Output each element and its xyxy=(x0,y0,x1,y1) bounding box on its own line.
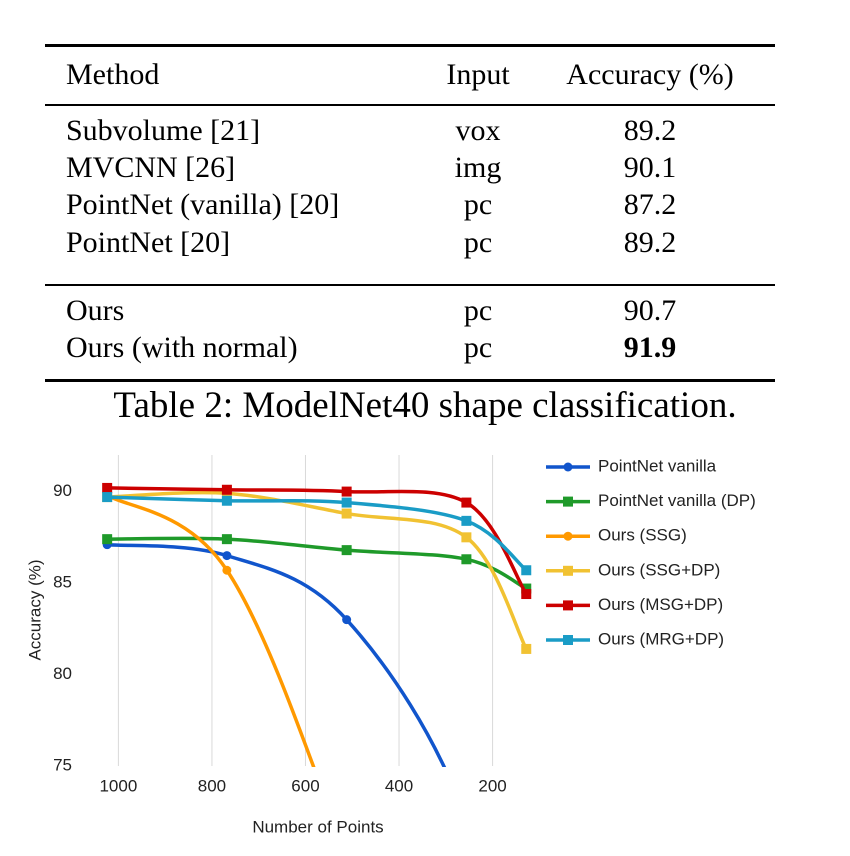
cell: PointNet (vanilla) [20] xyxy=(66,188,340,221)
point xyxy=(341,508,352,519)
cell: pc xyxy=(463,226,493,259)
caption: Table 2: ModelNet40 shape classification… xyxy=(113,385,737,426)
legend-marker xyxy=(563,462,573,472)
legend-label: Ours (MSG+DP) xyxy=(598,595,723,614)
point xyxy=(461,515,472,526)
x-tick-label: 400 xyxy=(385,776,413,795)
cell: 87.2 xyxy=(623,188,677,221)
cell: pc xyxy=(463,294,493,327)
y-tick-label: 90 xyxy=(53,481,72,500)
cell: vox xyxy=(455,114,501,147)
point xyxy=(462,816,471,825)
cell: Subvolume [21] xyxy=(66,114,261,147)
point xyxy=(341,545,352,556)
cell: PointNet [20] xyxy=(66,226,231,259)
cell: pc xyxy=(463,331,493,364)
point xyxy=(102,534,113,545)
x-tick-label: 800 xyxy=(198,776,226,795)
header-cell: Input xyxy=(446,58,510,91)
plot-area xyxy=(102,482,532,825)
header-cell: Method xyxy=(66,58,160,91)
y-axis-label: Accuracy (%) xyxy=(25,559,44,660)
line xyxy=(106,493,316,767)
point xyxy=(341,497,352,508)
legend-label: Ours (SSG+DP) xyxy=(598,560,720,579)
table-rule xyxy=(45,44,775,47)
x-axis-label: Number of Points xyxy=(252,817,383,836)
point xyxy=(521,565,532,576)
legend-marker xyxy=(563,635,573,645)
y-tick-label: 85 xyxy=(53,573,72,592)
legend-label: Ours (MRG+DP) xyxy=(598,629,724,648)
legend-marker xyxy=(563,531,573,541)
point xyxy=(341,486,352,497)
point xyxy=(521,589,532,600)
cell: 90.1 xyxy=(623,151,677,184)
table-rule xyxy=(45,379,775,382)
table-rule xyxy=(45,104,775,106)
legend-marker xyxy=(563,496,573,507)
point xyxy=(221,534,232,545)
cell: MVCNN [26] xyxy=(66,151,236,184)
header-cell: Accuracy (%) xyxy=(566,58,734,91)
table-rule xyxy=(45,284,775,286)
point xyxy=(342,615,352,625)
line xyxy=(107,542,447,767)
legend-label: PointNet vanilla xyxy=(598,456,717,475)
cell: Ours (with normal) xyxy=(66,331,298,364)
point xyxy=(221,484,232,495)
legend-marker xyxy=(563,600,573,611)
y-tick-label: 80 xyxy=(53,664,72,683)
cell: pc xyxy=(463,188,493,221)
legend-label: Ours (SSG) xyxy=(598,526,687,545)
x-tick-label: 200 xyxy=(478,776,506,795)
legend-marker xyxy=(563,565,573,576)
x-tick-label: 1000 xyxy=(99,776,137,795)
y-tick-label: 75 xyxy=(53,755,72,774)
legend-label: PointNet vanilla (DP) xyxy=(598,491,756,510)
point xyxy=(461,554,472,565)
cell: 89.2 xyxy=(623,226,677,259)
point xyxy=(461,532,472,543)
point xyxy=(221,495,232,506)
point xyxy=(102,492,113,503)
x-tick-label: 600 xyxy=(291,776,319,795)
cell: Ours xyxy=(66,294,125,327)
cell: 91.9 xyxy=(623,331,677,364)
point xyxy=(222,551,232,561)
point xyxy=(521,583,532,594)
point xyxy=(461,497,472,508)
point xyxy=(521,643,532,654)
cell: img xyxy=(454,151,502,184)
point xyxy=(102,482,113,493)
cell: 89.2 xyxy=(623,114,677,147)
cell: 90.7 xyxy=(623,294,677,327)
point xyxy=(222,565,232,575)
